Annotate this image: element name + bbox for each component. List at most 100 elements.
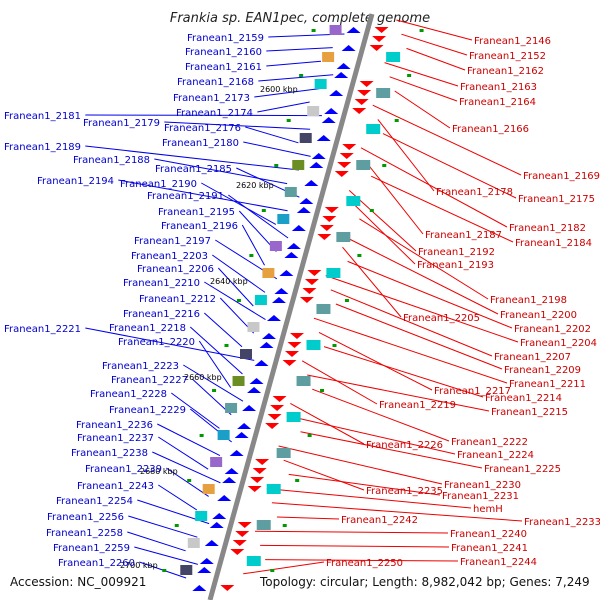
label-leader <box>360 147 508 228</box>
kbp-marker: 2660 kbp <box>184 373 222 382</box>
gene-label: Franean1_2182 <box>509 223 586 234</box>
forward-gene <box>271 297 286 303</box>
label-leader <box>243 141 311 157</box>
label-leader <box>265 559 459 562</box>
gene-label: Franean1_2228 <box>90 389 167 400</box>
feature-block <box>246 556 261 566</box>
gene-label: Franean1_2227 <box>111 375 188 386</box>
gene-label: Franean1_2244 <box>460 557 537 568</box>
label-leader <box>158 484 198 511</box>
gene-label: Franean1_2224 <box>457 450 534 461</box>
feature-block <box>195 511 208 521</box>
feature-block <box>307 106 320 116</box>
feature-block <box>256 520 271 530</box>
gene-label: Franean1_2229 <box>109 405 186 416</box>
gene-label: Franean1_2195 <box>158 207 235 218</box>
forward-gene <box>274 288 289 294</box>
kbp-marker: 2620 kbp <box>236 181 274 190</box>
forward-gene <box>309 162 324 168</box>
feature-block <box>346 196 361 206</box>
label-leader <box>276 516 340 520</box>
feature-block <box>180 565 193 575</box>
feature-block <box>240 349 253 359</box>
gene-label: Franean1_2219 <box>379 400 456 411</box>
gene-label: Franean1_2162 <box>467 66 544 77</box>
gene-label: Franean1_2214 <box>485 393 562 404</box>
gene-label: Franean1_2260 <box>58 558 135 569</box>
gene-label: Franean1_2166 <box>452 124 529 135</box>
reverse-gene <box>250 477 265 483</box>
label-leader <box>85 114 322 117</box>
feature-block <box>276 448 291 458</box>
feature-block <box>232 376 245 386</box>
gene-label: Franean1_2168 <box>177 77 254 88</box>
tick-mark <box>307 434 312 437</box>
kbp-marker: 2600 kbp <box>260 85 298 94</box>
gene-label: Franean1_2206 <box>137 264 214 275</box>
label-leader <box>359 218 489 300</box>
feature-block <box>299 133 312 143</box>
forward-gene <box>242 405 257 411</box>
topology-text: Topology: circular; Length: 8,982,042 bp… <box>259 575 590 589</box>
label-leader <box>389 76 458 102</box>
tick-mark <box>274 164 279 167</box>
label-leader <box>255 530 449 534</box>
gene-label: Franean1_2210 <box>123 278 200 289</box>
label-leader <box>203 312 243 348</box>
gene-label: Franean1_2194 <box>37 176 114 187</box>
gene-label: Franean1_2241 <box>451 543 528 554</box>
forward-gene <box>311 153 326 159</box>
reverse-gene <box>232 540 247 546</box>
feature-block <box>322 52 335 62</box>
gene-label: Franean1_2192 <box>418 247 495 258</box>
gene-label: Franean1_2190 <box>120 179 197 190</box>
tick-mark <box>249 254 254 257</box>
gene-label: Franean1_2242 <box>341 515 418 526</box>
forward-gene <box>296 207 311 213</box>
label-leader <box>347 260 513 329</box>
gene-label: Franean1_2179 <box>83 118 160 129</box>
tick-mark <box>311 29 316 32</box>
label-leader <box>204 281 266 321</box>
gene-label: Franean1_2176 <box>164 123 241 134</box>
gene-label: hemH <box>473 504 503 515</box>
label-leader <box>198 340 232 388</box>
tick-mark <box>295 479 300 482</box>
label-leader <box>323 346 484 398</box>
feature-block <box>306 340 321 350</box>
gene-label: Franean1_2187 <box>425 230 502 241</box>
label-leader <box>201 182 277 225</box>
feature-block <box>269 241 282 251</box>
label-leader <box>128 515 198 538</box>
gene-label: Franean1_2189 <box>4 142 81 153</box>
feature-block <box>225 403 238 413</box>
feature-block <box>336 232 351 242</box>
label-leader <box>245 126 299 144</box>
reverse-gene <box>307 270 322 276</box>
label-leader <box>295 417 456 455</box>
feature-block <box>292 160 305 170</box>
label-leader <box>118 179 288 212</box>
label-leader <box>406 47 466 71</box>
label-leader <box>301 360 378 405</box>
label-leader <box>377 119 435 192</box>
label-leader <box>183 364 244 402</box>
label-leader <box>164 121 311 130</box>
reverse-gene <box>247 486 262 492</box>
reverse-gene <box>302 288 317 294</box>
label-leader <box>254 87 322 98</box>
tick-mark <box>199 434 204 437</box>
gene-label: Franean1_2152 <box>469 51 546 62</box>
gene-label: Franean1_2184 <box>515 238 592 249</box>
feature-block <box>262 268 275 278</box>
gene-label: Franean1_2181 <box>4 111 81 122</box>
label-leader <box>171 392 220 429</box>
gene-label: Franean1_2197 <box>134 236 211 247</box>
gene-features <box>162 25 424 591</box>
label-leader <box>258 74 334 82</box>
gene-label: Franean1_2163 <box>460 82 537 93</box>
forward-gene <box>346 27 361 33</box>
label-leader <box>372 104 522 176</box>
tick-mark <box>369 209 374 212</box>
forward-gene <box>217 495 232 501</box>
